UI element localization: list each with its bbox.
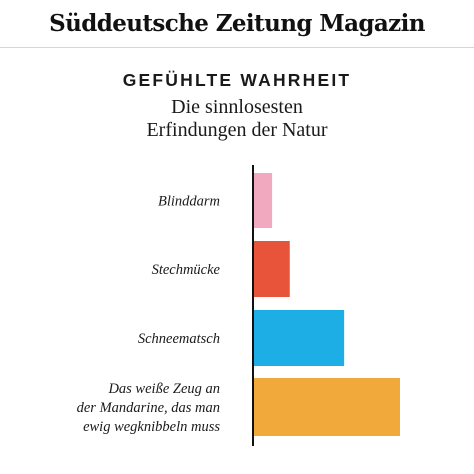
chart-kicker: GEFÜHLTE WAHRHEIT [122,70,352,90]
header-divider [0,47,474,48]
chart-title-line-2: Erfindungen der Natur [146,119,328,141]
category-label-4-line-2: der Mandarine, das man [77,400,220,416]
bar-2 [253,241,290,297]
category-label-1: Blinddarm [158,194,220,210]
bar-3 [253,310,345,366]
bar-4 [253,378,400,436]
brand-logo: Süddeutsche Zeitung Magazin [49,10,425,37]
category-label-3: Schneematsch [138,331,220,347]
bar-1 [253,173,273,228]
chart-title-line-1: Die sinnlosesten [171,96,303,118]
chart-title: Die sinnlosesten Erfindungen der Natur [0,96,474,142]
category-label-4-line-1: Das weiße Zeug an [107,381,220,397]
category-label-4-line-3: ewig wegknibbeln muss [83,419,220,435]
category-label-2: Stechmücke [152,262,221,278]
